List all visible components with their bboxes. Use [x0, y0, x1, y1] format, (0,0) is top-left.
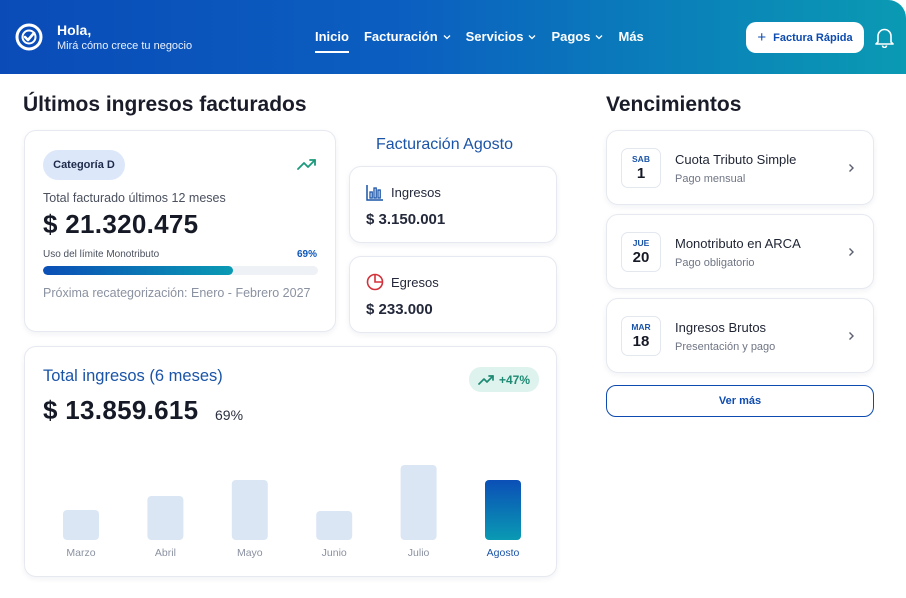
egresos-value: $ 233.000 — [366, 301, 433, 318]
next-recategorization: Próxima recategorización: Enero - Febrer… — [43, 286, 311, 300]
category-badge: Categoría D — [43, 150, 125, 180]
bar-mayo — [232, 480, 268, 540]
greeting-title: Hola, — [57, 22, 91, 38]
limit-progress-bar — [43, 266, 318, 275]
date-weekday: MAR — [622, 322, 660, 332]
vencimiento-item[interactable]: JUE 20 Monotributo en ARCA Pago obligato… — [606, 214, 874, 289]
check-circle-logo-icon[interactable] — [15, 23, 43, 51]
plus-icon: + — [757, 29, 766, 46]
bar-abril — [147, 496, 183, 540]
date-badge: MAR 18 — [621, 316, 661, 356]
nav-inicio[interactable]: Inicio — [315, 29, 349, 44]
chevron-right-icon — [848, 331, 855, 341]
monthly-income-bar-chart: Marzo Abril Mayo Junio Julio Agosto — [25, 347, 558, 578]
limit-usage-label: Uso del límite Monotributo — [43, 249, 159, 260]
ingresos-card[interactable]: Ingresos $ 3.150.001 — [349, 166, 557, 243]
bar-marzo — [63, 510, 99, 540]
ingresos-value: $ 3.150.001 — [366, 211, 445, 228]
vencimiento-title: Monotributo en ARCA — [675, 236, 801, 251]
chevron-down-icon — [443, 33, 451, 41]
vencimiento-subtitle: Presentación y pago — [675, 341, 775, 353]
ingresos-label: Ingresos — [391, 185, 441, 200]
greeting-subtitle: Mirá cómo crece tu negocio — [57, 40, 192, 52]
limit-progress-fill — [43, 266, 233, 275]
nav-inicio-label: Inicio — [315, 29, 349, 44]
total-facturado-value: $ 21.320.475 — [43, 209, 198, 240]
nav-facturacion-label: Facturación — [364, 29, 438, 44]
vencimiento-title: Ingresos Brutos — [675, 320, 766, 335]
chevron-down-icon — [595, 33, 603, 41]
bar-agosto — [485, 480, 521, 540]
section-title-ingresos: Últimos ingresos facturados — [23, 93, 307, 117]
nav-servicios-label: Servicios — [466, 29, 524, 44]
egresos-label: Egresos — [391, 275, 439, 290]
vencimiento-item[interactable]: SAB 1 Cuota Tributo Simple Pago mensual — [606, 130, 874, 205]
x-tick-label-julio: Julio — [408, 547, 430, 559]
total-facturado-label: Total facturado últimos 12 meses — [43, 191, 226, 205]
total-ingresos-card: Total ingresos (6 meses) +47% $ 13.859.6… — [24, 346, 557, 577]
total-facturado-card: Categoría D Total facturado últimos 12 m… — [24, 130, 336, 332]
ver-mas-button[interactable]: Ver más — [606, 385, 874, 417]
factura-rapida-button[interactable]: + Factura Rápida — [746, 22, 864, 53]
vencimiento-subtitle: Pago obligatorio — [675, 257, 755, 269]
nav-facturacion[interactable]: Facturación — [364, 29, 451, 44]
vencimiento-title: Cuota Tributo Simple — [675, 152, 796, 167]
vencimiento-item[interactable]: MAR 18 Ingresos Brutos Presentación y pa… — [606, 298, 874, 373]
trending-up-icon — [297, 157, 317, 171]
chevron-right-icon — [848, 163, 855, 173]
date-day: 18 — [622, 333, 660, 350]
x-tick-label-marzo: Marzo — [66, 547, 95, 559]
egresos-card[interactable]: Egresos $ 233.000 — [349, 256, 557, 333]
x-tick-label-mayo: Mayo — [237, 547, 263, 559]
x-tick-label-junio: Junio — [322, 547, 347, 559]
vencimiento-subtitle: Pago mensual — [675, 173, 745, 185]
chevron-right-icon — [848, 247, 855, 257]
nav-pagos-label: Pagos — [551, 29, 590, 44]
main-nav: Inicio Facturación Servicios Pagos Más — [315, 29, 659, 44]
factura-rapida-label: Factura Rápida — [773, 32, 852, 44]
facturacion-month-title: Facturación Agosto — [376, 136, 513, 154]
pie-chart-icon — [366, 273, 384, 291]
nav-mas-label: Más — [618, 29, 643, 44]
bar-chart-icon — [366, 183, 384, 201]
date-weekday: SAB — [622, 154, 660, 164]
date-badge: JUE 20 — [621, 232, 661, 272]
x-tick-label-abril: Abril — [155, 547, 176, 559]
date-day: 20 — [622, 249, 660, 266]
date-day: 1 — [622, 165, 660, 182]
nav-mas[interactable]: Más — [618, 29, 643, 44]
nav-servicios[interactable]: Servicios — [466, 29, 537, 44]
x-tick-label-agosto: Agosto — [487, 547, 520, 559]
chevron-down-icon — [528, 33, 536, 41]
bar-junio — [316, 511, 352, 540]
nav-pagos[interactable]: Pagos — [551, 29, 603, 44]
date-weekday: JUE — [622, 238, 660, 248]
limit-usage-percent: 69% — [297, 249, 317, 260]
date-badge: SAB 1 — [621, 148, 661, 188]
top-header: Hola, Mirá cómo crece tu negocio Inicio … — [0, 0, 906, 74]
bell-icon[interactable] — [874, 26, 895, 48]
bar-julio — [401, 465, 437, 540]
section-title-vencimientos: Vencimientos — [606, 93, 741, 117]
